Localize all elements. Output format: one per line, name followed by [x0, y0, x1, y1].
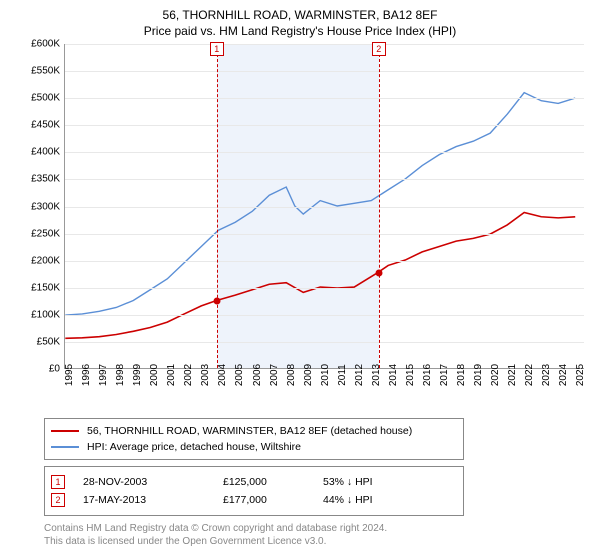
x-tick-label: 1996 [81, 364, 92, 386]
x-tick-label: 2024 [558, 364, 569, 386]
series-legend: 56, THORNHILL ROAD, WARMINSTER, BA12 8EF… [44, 418, 464, 460]
x-tick-label: 2020 [490, 364, 501, 386]
x-tick-label: 2011 [337, 364, 348, 386]
event-date-2: 17-MAY-2013 [83, 494, 223, 506]
x-tick-label: 2010 [320, 364, 331, 386]
event-line-marker: 2 [372, 42, 386, 56]
plot-area: 12 [64, 44, 584, 369]
x-tick-label: 2007 [269, 364, 280, 386]
y-tick-label: £200K [12, 255, 60, 266]
page-title: 56, THORNHILL ROAD, WARMINSTER, BA12 8EF [10, 8, 590, 22]
x-tick-label: 2001 [166, 364, 177, 386]
x-tick-label: 2008 [286, 364, 297, 386]
y-tick-label: £300K [12, 201, 60, 212]
footer: Contains HM Land Registry data © Crown c… [44, 522, 590, 548]
x-tick-label: 2002 [183, 364, 194, 386]
y-tick-label: £400K [12, 147, 60, 158]
x-tick-label: 2023 [541, 364, 552, 386]
x-tick-label: 2019 [473, 364, 484, 386]
legend-swatch-1 [51, 430, 79, 432]
event-marker-2: 2 [51, 493, 65, 507]
event-marker-1: 1 [51, 475, 65, 489]
x-tick-label: 2004 [217, 364, 228, 386]
series-price_paid [65, 212, 575, 338]
y-tick-label: £350K [12, 174, 60, 185]
chart: 12 £0£50K£100K£150K£200K£250K£300K£350K£… [10, 44, 590, 414]
x-tick-label: 2016 [422, 364, 433, 386]
x-tick-label: 2014 [388, 364, 399, 386]
event-delta-1: 53% ↓ HPI [323, 476, 453, 488]
x-tick-label: 1995 [64, 364, 75, 386]
x-tick-label: 2022 [524, 364, 535, 386]
y-tick-label: £250K [12, 228, 60, 239]
event-price-1: £125,000 [223, 476, 323, 488]
y-tick-label: £150K [12, 282, 60, 293]
page-subtitle: Price paid vs. HM Land Registry's House … [10, 24, 590, 38]
y-tick-label: £600K [12, 39, 60, 50]
x-tick-label: 2005 [234, 364, 245, 386]
events-table: 1 28-NOV-2003 £125,000 53% ↓ HPI 2 17-MA… [44, 466, 464, 516]
x-tick-label: 2000 [149, 364, 160, 386]
x-tick-label: 2003 [200, 364, 211, 386]
event-delta-2: 44% ↓ HPI [323, 494, 453, 506]
x-tick-label: 2025 [575, 364, 586, 386]
y-tick-label: £550K [12, 66, 60, 77]
legend-label-1: 56, THORNHILL ROAD, WARMINSTER, BA12 8EF… [87, 425, 412, 437]
x-tick-label: 2017 [439, 364, 450, 386]
y-tick-label: £450K [12, 120, 60, 131]
x-tick-label: 2006 [252, 364, 263, 386]
x-tick-label: 1997 [98, 364, 109, 386]
event-line-marker: 1 [210, 42, 224, 56]
x-tick-label: 2013 [371, 364, 382, 386]
x-tick-label: 2021 [507, 364, 518, 386]
x-tick-label: 2018 [456, 364, 467, 386]
footer-line-1: Contains HM Land Registry data © Crown c… [44, 522, 590, 535]
y-tick-label: £100K [12, 309, 60, 320]
x-tick-label: 1999 [132, 364, 143, 386]
legend-swatch-2 [51, 446, 79, 448]
event-date-1: 28-NOV-2003 [83, 476, 223, 488]
series-marker [213, 298, 220, 305]
x-tick-label: 2012 [354, 364, 365, 386]
x-tick-label: 1998 [115, 364, 126, 386]
x-tick-label: 2009 [303, 364, 314, 386]
legend-label-2: HPI: Average price, detached house, Wilt… [87, 441, 301, 453]
footer-line-2: This data is licensed under the Open Gov… [44, 535, 590, 548]
x-tick-label: 2015 [405, 364, 416, 386]
y-tick-label: £500K [12, 93, 60, 104]
event-price-2: £177,000 [223, 494, 323, 506]
series-marker [375, 270, 382, 277]
y-tick-label: £0 [12, 364, 60, 375]
y-tick-label: £50K [12, 336, 60, 347]
